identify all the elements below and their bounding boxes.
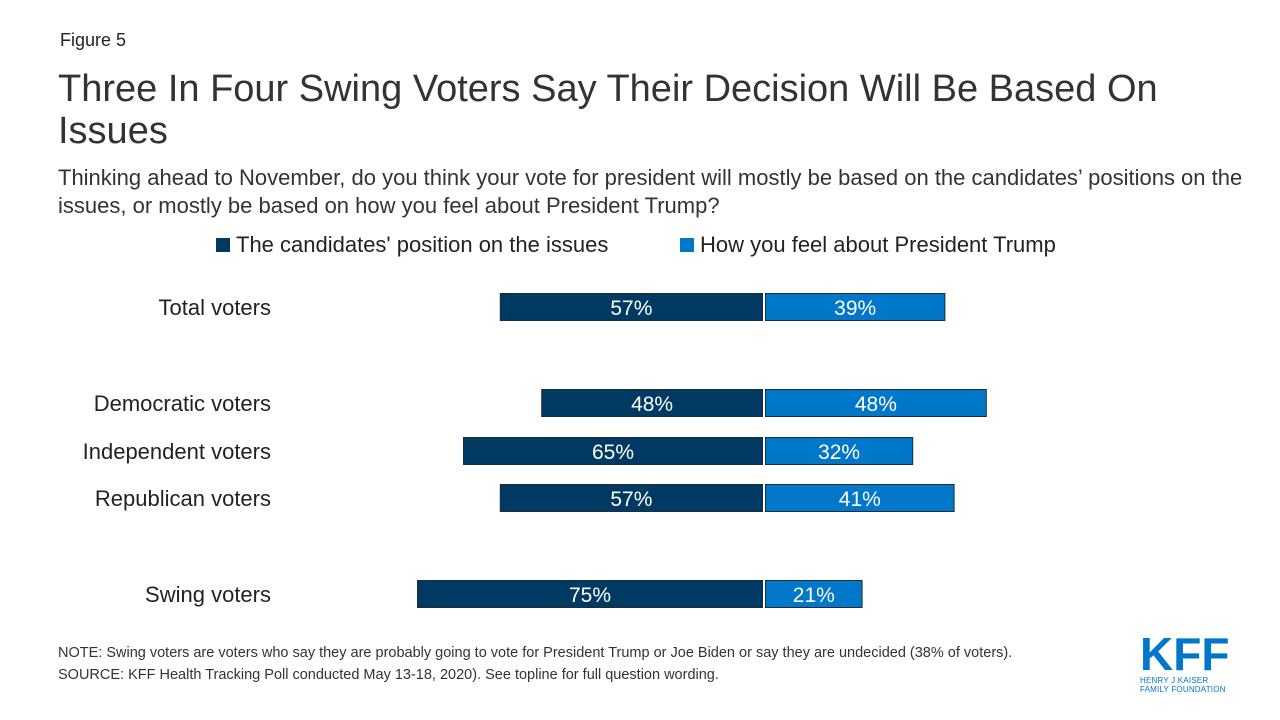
category-label-swing-voters: Swing voters bbox=[145, 582, 271, 607]
bar-issues-republican-voters bbox=[499, 484, 763, 512]
bar-trump-democratic-voters bbox=[765, 389, 987, 417]
data-label-trump-independent-voters: 32% bbox=[818, 441, 860, 464]
data-label-trump-democratic-voters: 48% bbox=[855, 393, 897, 416]
data-label-issues-democratic-voters: 48% bbox=[631, 393, 673, 416]
category-label-independent-voters: Independent voters bbox=[83, 439, 271, 464]
category-label-democratic-voters: Democratic voters bbox=[94, 391, 271, 416]
note-text: NOTE: Swing voters are voters who say th… bbox=[58, 645, 1013, 661]
legend-item-issues: The candidates' position on the issues bbox=[216, 232, 608, 258]
data-label-issues-swing-voters: 75% bbox=[569, 584, 611, 607]
category-label-total-voters: Total voters bbox=[159, 295, 272, 320]
legend-item-trump: How you feel about President Trump bbox=[680, 232, 1056, 258]
figure-label: Figure 5 bbox=[60, 30, 127, 50]
legend-swatch-issues bbox=[216, 238, 230, 252]
bar-issues-swing-voters bbox=[417, 580, 763, 608]
legend: The candidates' position on the issues H… bbox=[0, 232, 1280, 258]
data-label-issues-independent-voters: 65% bbox=[592, 441, 634, 464]
bar-issues-total-voters bbox=[499, 293, 763, 321]
legend-label-issues: The candidates' position on the issues bbox=[236, 232, 609, 257]
data-label-trump-total-voters: 39% bbox=[834, 297, 876, 320]
bar-trump-republican-voters bbox=[765, 484, 955, 512]
category-label-republican-voters: Republican voters bbox=[95, 486, 271, 511]
bar-trump-independent-voters bbox=[765, 437, 914, 465]
bar-issues-democratic-voters bbox=[541, 389, 764, 417]
legend-swatch-trump bbox=[680, 238, 694, 252]
logo-wordmark: KFF bbox=[1140, 628, 1230, 680]
data-label-issues-republican-voters: 57% bbox=[610, 488, 652, 511]
source-text: SOURCE: KFF Health Tracking Poll conduct… bbox=[58, 667, 719, 683]
logo-line-2: FAMILY FOUNDATION bbox=[1140, 685, 1226, 694]
bar-trump-swing-voters bbox=[765, 580, 863, 608]
data-label-issues-total-voters: 57% bbox=[610, 297, 652, 320]
logo-line-1: HENRY J KAISER bbox=[1140, 676, 1209, 685]
chart-title: Three In Four Swing Voters Say Their Dec… bbox=[58, 68, 1158, 152]
bar-trump-total-voters bbox=[765, 293, 946, 321]
kff-logo: KFF HENRY J KAISER FAMILY FOUNDATION bbox=[1140, 628, 1240, 702]
footer-notes: NOTE: Swing voters are voters who say th… bbox=[58, 642, 1012, 686]
data-label-trump-republican-voters: 41% bbox=[839, 488, 881, 511]
chart-subtitle: Thinking ahead to November, do you think… bbox=[58, 165, 1243, 218]
data-label-trump-swing-voters: 21% bbox=[793, 584, 835, 607]
bar-issues-independent-voters bbox=[463, 437, 763, 465]
legend-label-trump: How you feel about President Trump bbox=[700, 232, 1056, 257]
